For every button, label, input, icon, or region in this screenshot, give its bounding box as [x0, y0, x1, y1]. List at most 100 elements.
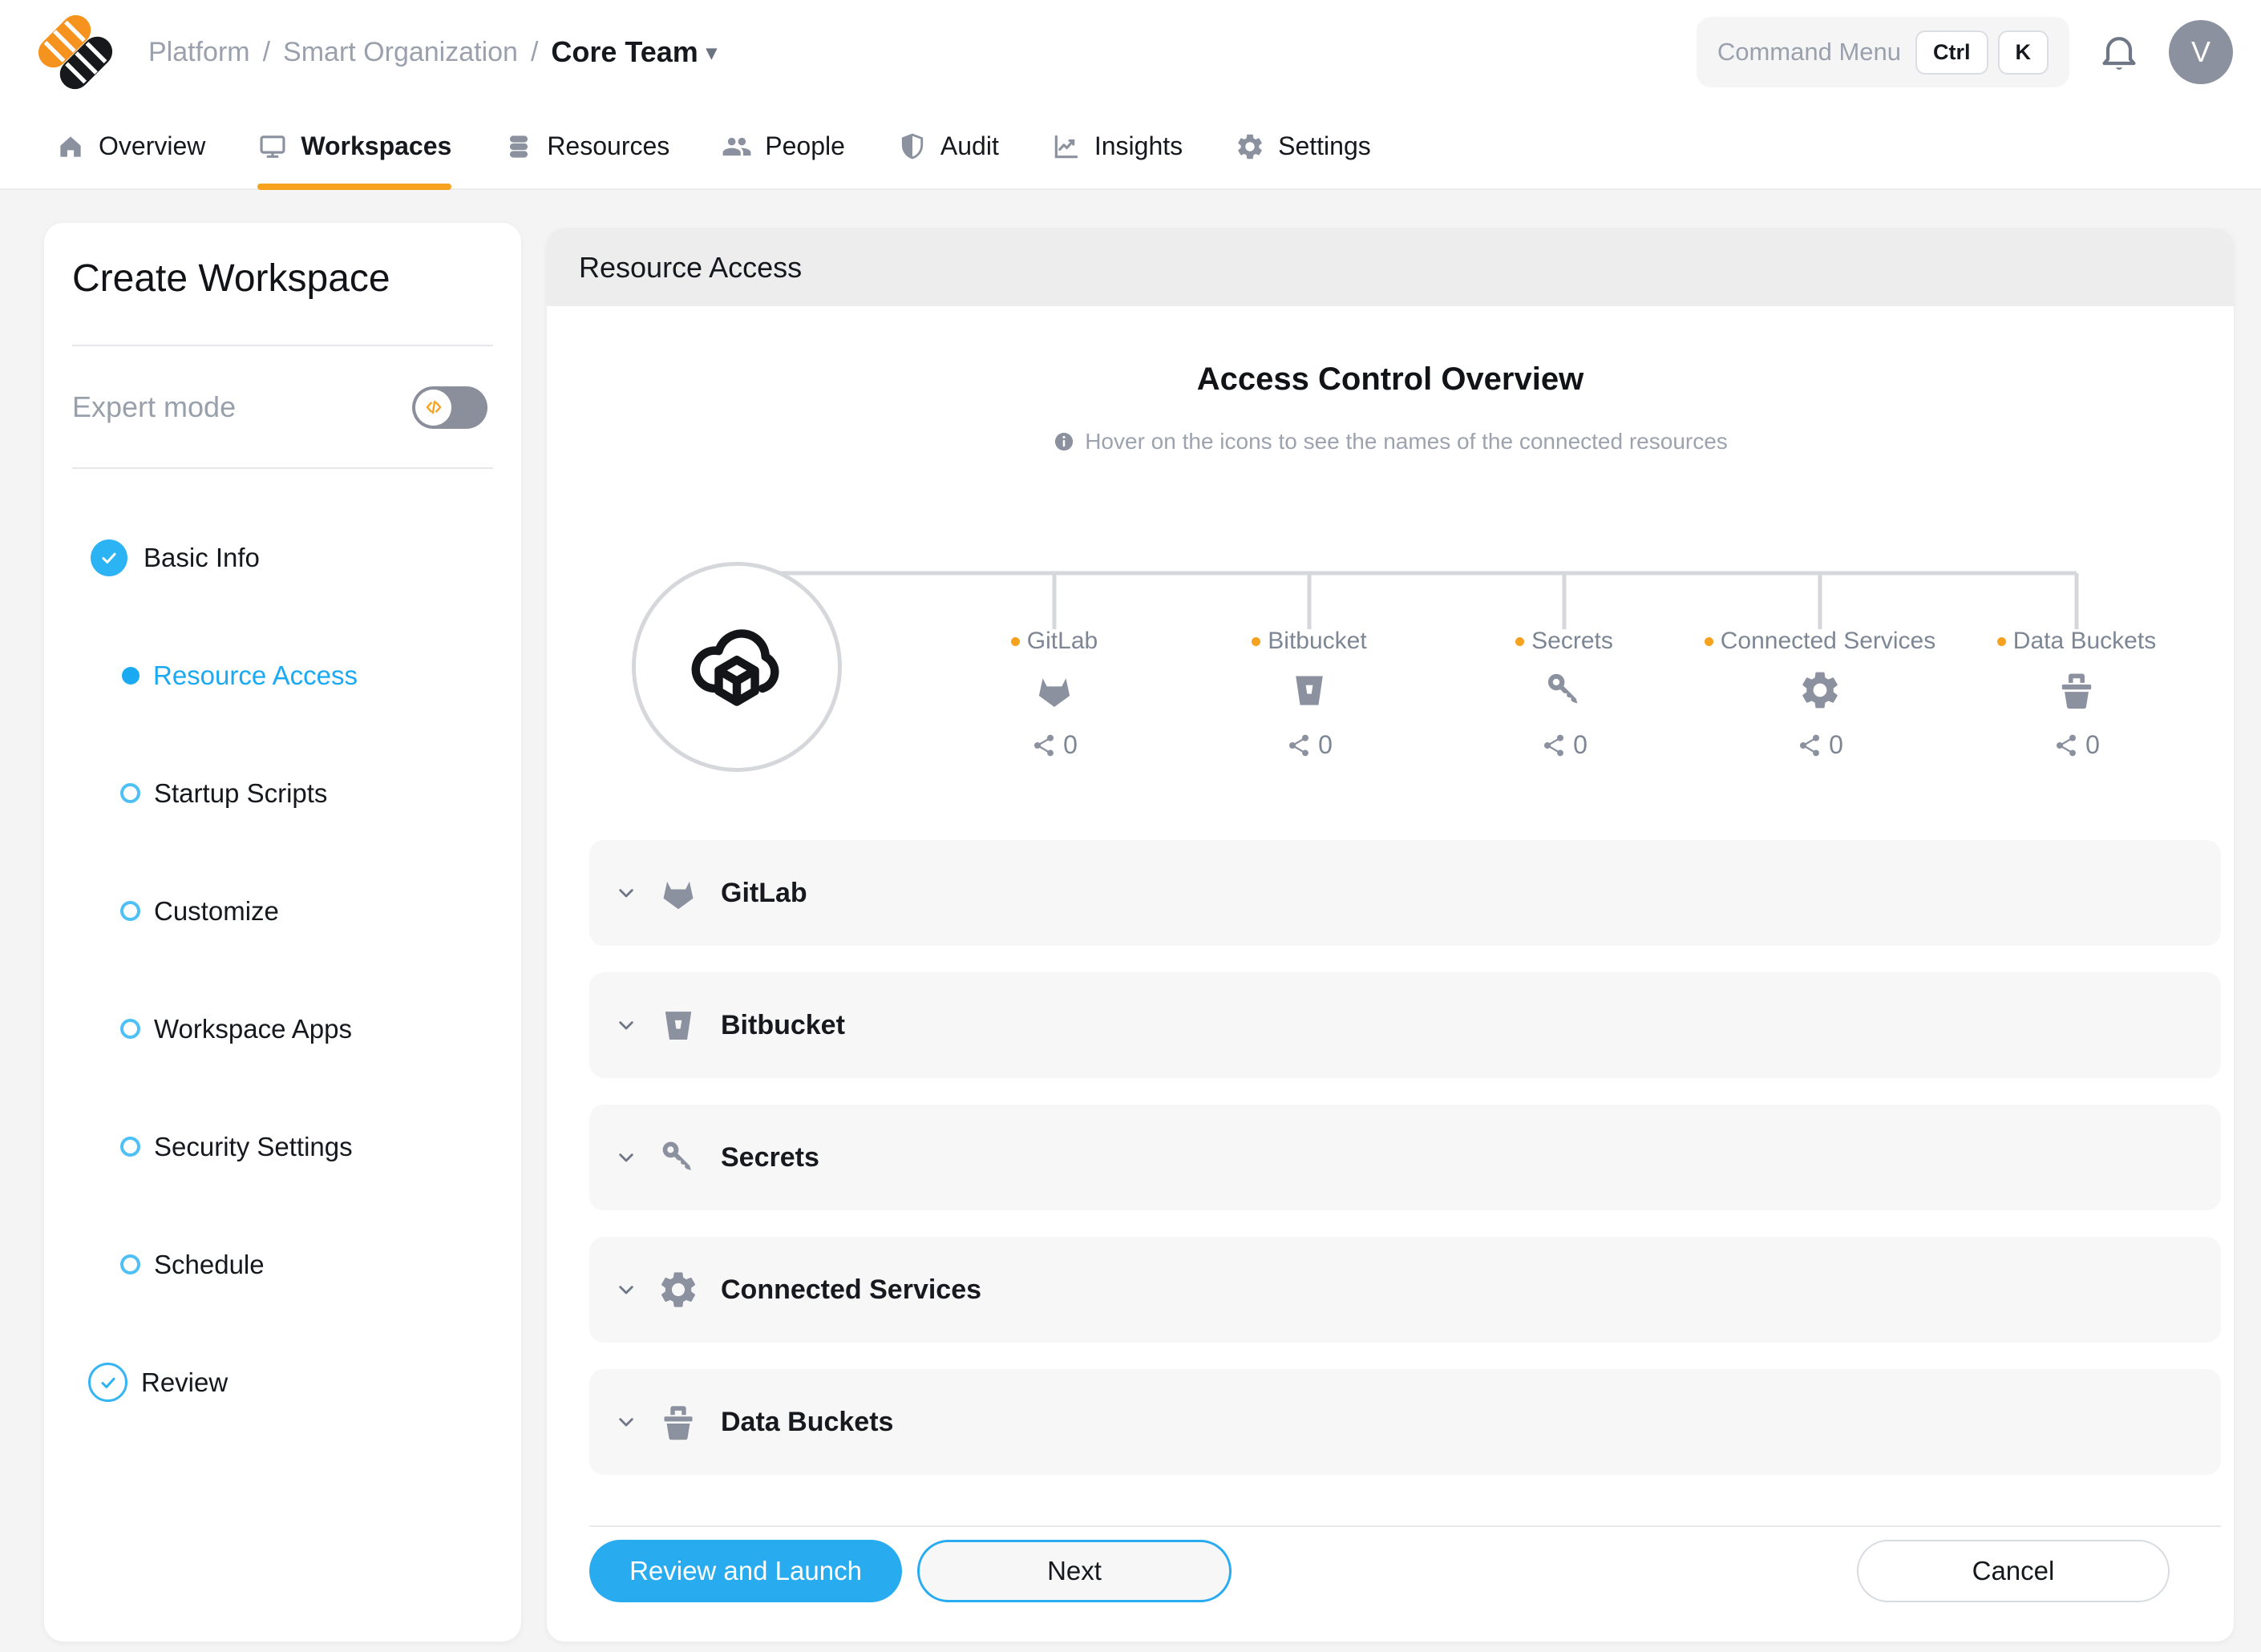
home-icon [55, 131, 86, 162]
basket-icon[interactable] [2054, 668, 2099, 713]
resource-column-secrets: Secrets 0 [1436, 628, 1693, 760]
orange-bullet-icon [1010, 636, 1020, 646]
tab-insights[interactable]: Insights [1051, 104, 1183, 188]
resource-column-data-buckets: Data Buckets 0 [1948, 628, 2205, 760]
step-basic-info[interactable]: Basic Info [44, 499, 521, 616]
step-workspace-apps[interactable]: Workspace Apps [44, 970, 521, 1088]
step-schedule[interactable]: Schedule [44, 1206, 521, 1323]
connector-lines [779, 571, 2079, 629]
share-icon [1541, 733, 1567, 758]
share-count: 0 [2085, 730, 2100, 759]
avatar[interactable]: V [2169, 20, 2233, 84]
avatar-initial: V [2190, 35, 2210, 68]
share-count: 0 [1318, 730, 1333, 759]
bitbucket-icon[interactable] [1287, 668, 1332, 713]
cloud-cube-icon [684, 614, 790, 720]
breadcrumb-separator: / [262, 36, 271, 67]
topbar: Platform / Smart Organization / Core Team ▾… [0, 0, 2261, 190]
share-icon [2053, 733, 2079, 758]
code-icon [423, 397, 444, 418]
hint-text: Hover on the icons to see the names of t… [1085, 429, 1728, 454]
database-icon [504, 131, 534, 162]
resource-column-connected-services: Connected Services 0 [1692, 628, 1948, 760]
notifications-bell-icon[interactable] [2097, 30, 2142, 75]
resource-column-gitlab: GitLab 0 [926, 628, 1183, 760]
panel-title: Resource Access [579, 250, 803, 284]
share-icon [1286, 733, 1312, 758]
brand-logo-icon [36, 13, 115, 91]
chevron-down-icon[interactable] [613, 1145, 639, 1170]
share-count: 0 [1573, 730, 1588, 759]
step-pending-circle-icon [120, 1254, 140, 1274]
topbar-right: Command Menu Ctrl K V [1696, 17, 2233, 87]
step-security-settings[interactable]: Security Settings [44, 1088, 521, 1206]
tab-settings[interactable]: Settings [1235, 104, 1371, 188]
access-control-overview-title: Access Control Overview [1196, 362, 1584, 397]
step-resource-access[interactable]: Resource Access [44, 616, 521, 734]
key-icon[interactable] [1542, 668, 1587, 713]
tab-workspaces[interactable]: Workspaces [257, 104, 451, 190]
step-pending-circle-icon [120, 783, 140, 803]
caret-down-icon: ▾ [706, 39, 717, 64]
step-startup-scripts[interactable]: Startup Scripts [44, 734, 521, 852]
keycap: Ctrl [1915, 30, 1988, 75]
chevron-down-icon[interactable] [613, 1409, 639, 1435]
step-completed-icon [91, 539, 127, 576]
chevron-down-icon[interactable] [613, 1012, 639, 1038]
next-button[interactable]: Next [917, 1540, 1232, 1602]
breadcrumb-item[interactable]: Smart Organization [283, 36, 518, 67]
panel-header: Resource Access [547, 228, 2234, 306]
breadcrumb: Platform / Smart Organization / Core Team ▾ [148, 35, 717, 69]
tab-overview[interactable]: Overview [55, 104, 205, 188]
wizard-steps: Basic Info Resource Access Startup Scrip… [44, 499, 521, 1441]
orange-bullet-icon [1515, 636, 1525, 646]
chart-icon [1051, 131, 1082, 162]
gitlab-icon[interactable] [1032, 668, 1077, 713]
tab-resources[interactable]: Resources [504, 104, 669, 188]
gear-icon[interactable] [1798, 668, 1842, 713]
cancel-button[interactable]: Cancel [1857, 1540, 2170, 1602]
accordion-data-buckets[interactable]: Data Buckets [589, 1369, 2221, 1475]
expert-mode-toggle[interactable] [412, 386, 487, 429]
people-icon [722, 131, 752, 162]
share-icon [1797, 733, 1822, 758]
accordion-bitbucket[interactable]: Bitbucket [589, 972, 2221, 1078]
resource-accordions: GitLab Bitbucket Secrets Connected Servi… [589, 840, 2221, 1501]
step-pending-circle-icon [120, 1019, 140, 1039]
chevron-down-icon[interactable] [613, 880, 639, 906]
gear-icon [1235, 131, 1265, 162]
orange-bullet-icon [1704, 636, 1713, 646]
review-and-launch-button[interactable]: Review and Launch [589, 1540, 902, 1602]
share-count: 0 [1829, 730, 1843, 759]
share-icon [1031, 733, 1057, 758]
step-review-check-icon [88, 1363, 127, 1402]
accordion-secrets[interactable]: Secrets [589, 1105, 2221, 1210]
accordion-gitlab[interactable]: GitLab [589, 840, 2221, 946]
create-workspace-panel: Create Workspace Expert mode Basic Info … [44, 223, 521, 1642]
orange-bullet-icon [1252, 636, 1261, 646]
accordion-connected-services[interactable]: Connected Services [589, 1237, 2221, 1343]
breadcrumb-current[interactable]: Core Team ▾ [551, 35, 717, 68]
orange-bullet-icon [1996, 636, 2006, 646]
breadcrumb-item[interactable]: Platform [148, 36, 250, 67]
step-active-dot-icon [122, 666, 140, 685]
resource-column-bitbucket: Bitbucket 0 [1181, 628, 1438, 760]
info-icon [1053, 430, 1075, 453]
divider [72, 467, 493, 469]
tab-people[interactable]: People [722, 104, 845, 188]
gear-icon [657, 1268, 700, 1311]
divider [589, 1525, 2221, 1527]
command-menu-keys: Ctrl K [1915, 30, 2049, 75]
expert-mode-row: Expert mode [72, 379, 487, 435]
step-review[interactable]: Review [44, 1323, 521, 1441]
resource-access-panel: Resource Access Access Control Overview … [547, 228, 2234, 1642]
command-menu-button[interactable]: Command Menu Ctrl K [1696, 17, 2069, 87]
bitbucket-icon [657, 1004, 700, 1047]
tab-audit[interactable]: Audit [897, 104, 999, 188]
step-customize[interactable]: Customize [44, 852, 521, 970]
topbar-row: Platform / Smart Organization / Core Team ▾… [36, 0, 2233, 104]
page-title: Create Workspace [72, 257, 390, 300]
nav-tabs: Overview Workspaces Resources People Aud… [55, 104, 1371, 190]
chevron-down-icon[interactable] [613, 1277, 639, 1303]
command-menu-label: Command Menu [1717, 38, 1901, 66]
